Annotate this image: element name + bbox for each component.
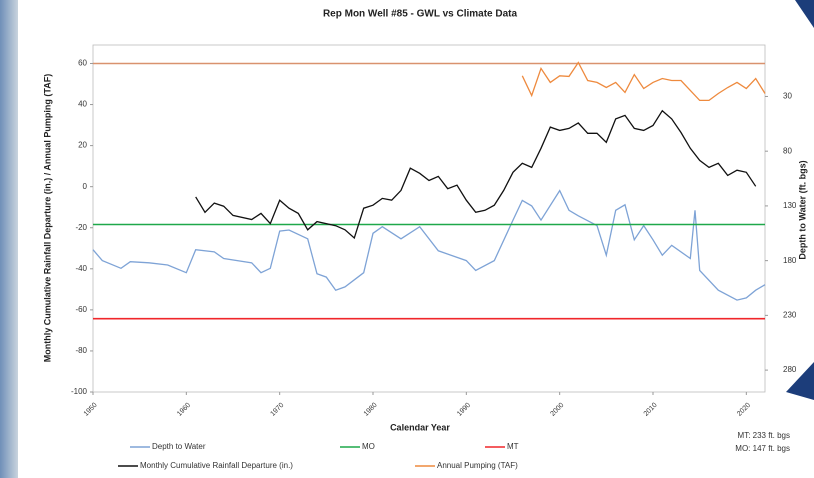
series-line xyxy=(195,109,757,240)
y2-tick-label: 30 xyxy=(783,92,792,101)
corner-decoration xyxy=(786,362,814,400)
y2-tick-label: 80 xyxy=(783,146,792,155)
y2-tick-label: 130 xyxy=(783,201,797,210)
y-axis-label: Monthly Cumulative Rainfall Departure (i… xyxy=(42,74,52,363)
legend-label: Monthly Cumulative Rainfall Departure (i… xyxy=(140,461,293,470)
x-axis-label: Calendar Year xyxy=(390,422,450,432)
y2-tick-label: 230 xyxy=(783,310,797,319)
y-tick-label: -100 xyxy=(71,387,88,396)
legend-label: Annual Pumping (TAF) xyxy=(437,461,518,470)
y-tick-label: -40 xyxy=(75,264,87,273)
series-line xyxy=(521,61,766,102)
y2-tick-label: 180 xyxy=(783,256,797,265)
y-tick-label: -80 xyxy=(75,346,87,355)
y-tick-label: -60 xyxy=(75,305,87,314)
left-edge-decoration xyxy=(0,0,18,478)
y-tick-label: 20 xyxy=(78,141,87,150)
y-tick-label: 0 xyxy=(83,182,88,191)
y-tick-label: -20 xyxy=(75,223,87,232)
note: MO: 147 ft. bgs xyxy=(735,444,790,453)
plot-frame xyxy=(92,44,766,393)
y-tick-label: 60 xyxy=(78,59,87,68)
chart-title: Rep Mon Well #85 - GWL vs Climate Data xyxy=(323,9,518,20)
y-tick-label: 40 xyxy=(78,100,87,109)
legend-label: Depth to Water xyxy=(152,442,206,451)
y2-tick-label: 280 xyxy=(783,365,797,374)
legend-label: MO xyxy=(362,442,375,451)
series-line xyxy=(92,189,766,301)
note: MT: 233 ft. bgs xyxy=(738,431,790,440)
y2-axis-label: Depth to Water (ft. bgs) xyxy=(797,160,807,259)
legend-label: MT xyxy=(507,442,519,451)
corner-decoration xyxy=(795,0,814,28)
